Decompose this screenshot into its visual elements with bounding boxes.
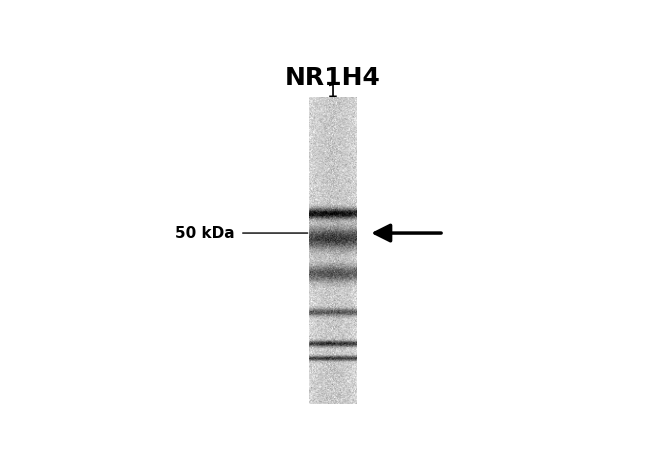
Text: NR1H4: NR1H4: [285, 65, 381, 90]
Text: 1: 1: [328, 83, 339, 101]
Text: 50 kDa: 50 kDa: [176, 225, 235, 240]
